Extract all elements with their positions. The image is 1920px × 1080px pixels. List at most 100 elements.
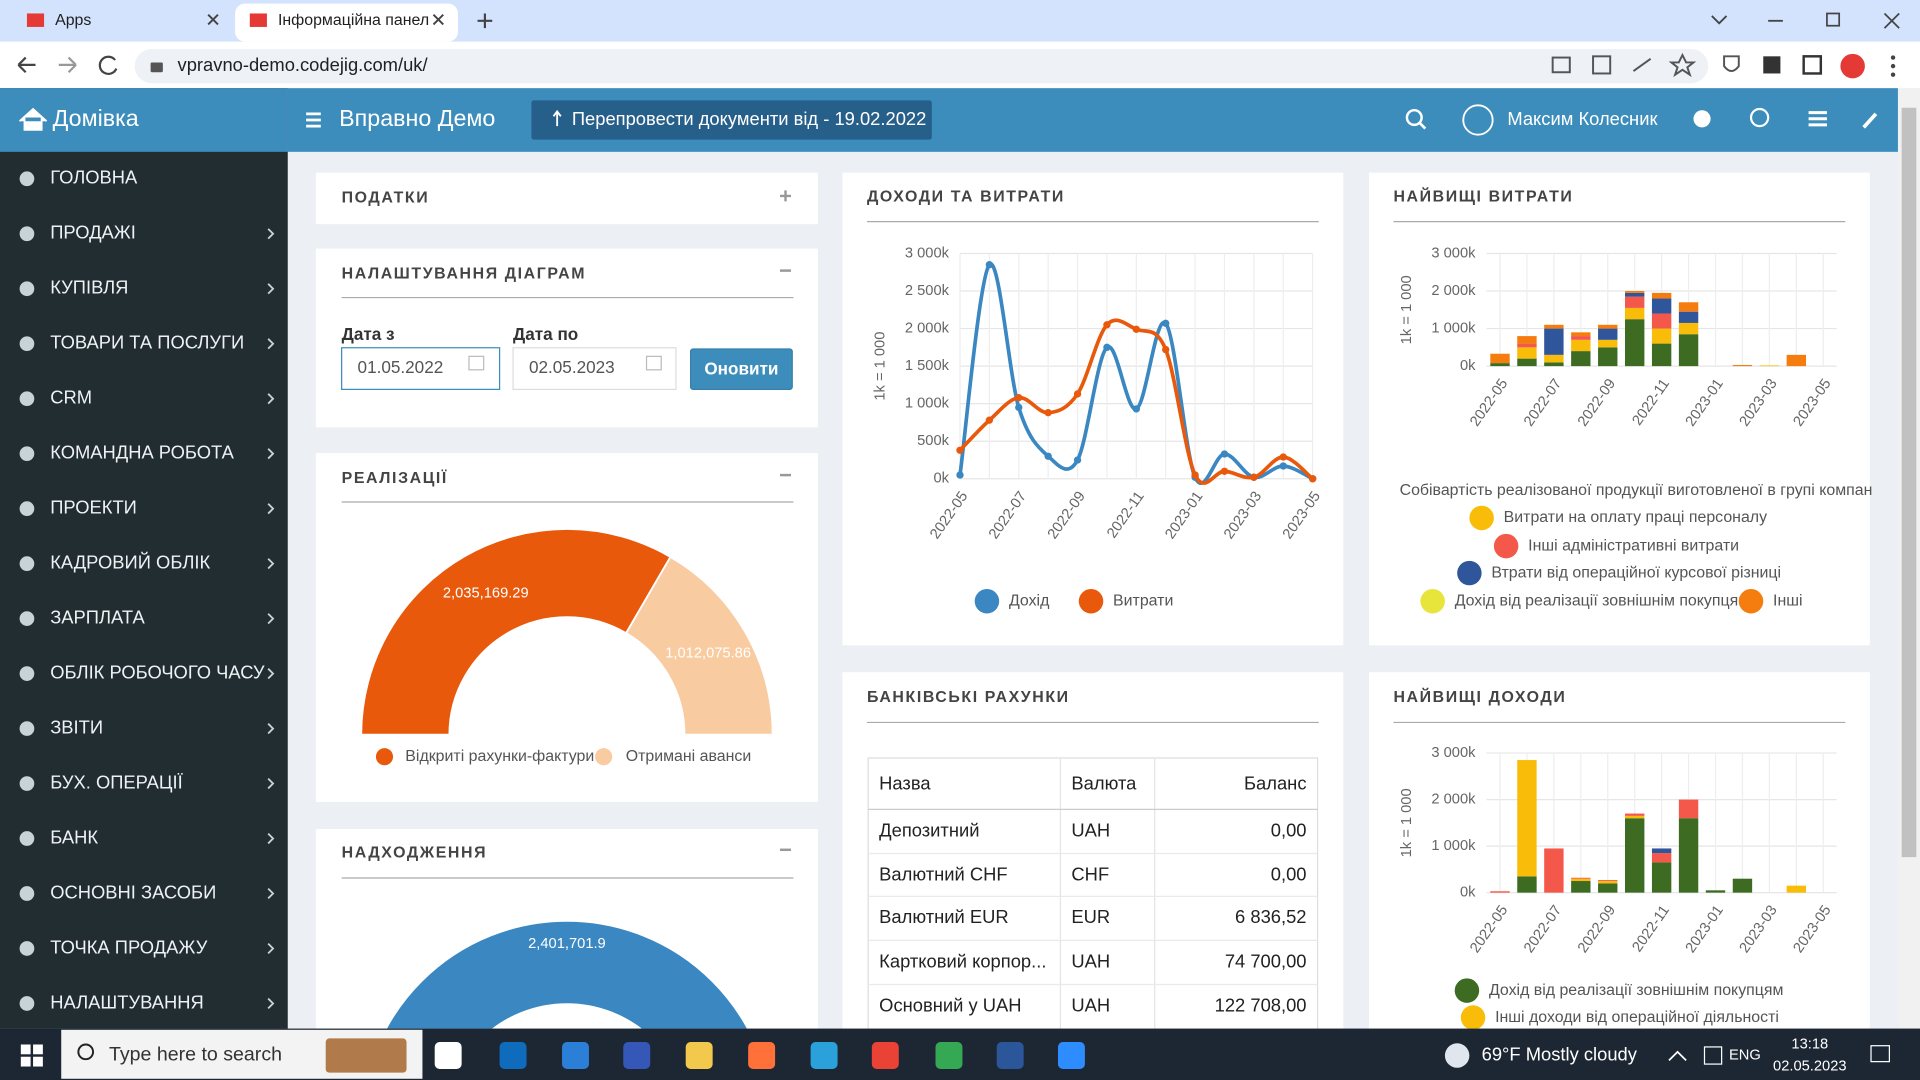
taskbar-app[interactable] [499,1042,527,1069]
close-window[interactable] [1883,12,1900,29]
legend-label[interactable]: Втрати від операційної курсової різниці [1491,564,1781,581]
bar-segment [1490,891,1510,893]
sidebar-toggle[interactable] [306,112,321,128]
legend-marker [1493,533,1519,559]
search-icon[interactable] [1405,108,1423,127]
table-cell: 0,00 [1271,819,1307,840]
new-tab[interactable] [477,13,493,29]
clock-date[interactable]: 02.05.2023 [1773,1058,1847,1074]
weather[interactable]: 69°F Mostly cloudy [1482,1043,1638,1064]
legend-label[interactable]: Дохід [1009,592,1050,609]
taskbar-app[interactable] [434,1042,462,1069]
panel [315,248,818,428]
menu-item[interactable] [0,207,288,261]
bar-segment [1517,760,1537,877]
sidepanel-icon[interactable] [1802,55,1823,75]
extensions-icon[interactable] [1763,56,1781,74]
tab-close[interactable] [432,14,444,26]
bookmark-icon[interactable] [1668,52,1697,78]
bar-segment [1624,291,1645,293]
menu-label: ЗАРПЛАТА [50,606,145,627]
back[interactable] [17,56,36,74]
receipts-chart: 2,401,701.9 [385,919,749,1029]
bar-segment [1544,324,1564,329]
start-button[interactable] [20,1044,43,1067]
bar-segment [1705,890,1726,893]
taskbar-app[interactable] [996,1042,1024,1069]
taskbar-app[interactable] [1057,1042,1085,1069]
calendar-icon[interactable] [645,355,662,371]
taskbar-app[interactable] [871,1042,899,1069]
tray-chevron[interactable] [1668,1050,1687,1062]
settings-icon[interactable] [1862,112,1878,129]
bar-segment [1571,881,1591,893]
taskbar-app[interactable] [810,1042,838,1069]
legend-label[interactable]: Інші [1773,592,1803,609]
update-button[interactable] [690,348,793,390]
tab-search[interactable] [1711,15,1728,25]
user-avatar[interactable] [1462,104,1494,136]
menu-item[interactable] [0,262,288,316]
profile-icon[interactable] [1840,53,1865,79]
taskbar-app[interactable] [935,1042,963,1069]
list-icon[interactable] [1808,111,1827,127]
info-icon[interactable] [1693,110,1711,128]
tab-active[interactable] [235,3,458,42]
menu-label: КАДРОВИЙ ОБЛІК [50,551,210,572]
calendar-icon[interactable] [468,355,485,371]
legend-label[interactable]: Відкриті рахунки-фактури [405,748,594,765]
bar-segment [1651,853,1672,863]
language-icon[interactable] [1749,107,1770,128]
to-input[interactable] [512,347,677,390]
legend-label[interactable]: Витрати [1113,592,1173,609]
legend-label[interactable]: Інші адміністративні витрати [1528,537,1739,554]
taskbar-app[interactable] [748,1042,776,1069]
share-icon[interactable] [1632,57,1652,72]
panel-title: РЕАЛІЗАЦІЇ [342,469,448,487]
maximize[interactable] [1826,12,1841,27]
network-icon[interactable] [1703,1046,1723,1065]
user-name[interactable]: Максим Колесник [1507,108,1658,129]
taskbar-app[interactable] [562,1042,589,1069]
table-cell: Валютний EUR [879,906,1008,927]
pie-segment [624,555,774,736]
pie-segment [385,919,749,1029]
menu-item[interactable] [0,152,288,206]
legend-label[interactable]: Витрати на оплату праці персоналу [1504,509,1767,526]
y-tick-label: 500k [917,433,950,449]
menu-item[interactable] [0,812,288,866]
notifications[interactable] [1870,1045,1890,1063]
line-point [1073,456,1082,464]
bar-segment [1678,302,1699,312]
menu-item[interactable] [0,702,288,756]
legend-label[interactable]: Отримані аванси [626,748,752,765]
taskbar-app[interactable] [623,1042,651,1069]
reload[interactable] [98,55,118,75]
from-input[interactable] [341,347,501,390]
install-icon[interactable] [1551,56,1571,74]
brand[interactable]: Домівка [53,105,139,131]
translate-icon[interactable] [1592,55,1612,75]
panel [1368,672,1870,1029]
pie-label: 1,012,075.86 [665,645,751,661]
address-bar[interactable] [134,48,1709,84]
table-cell: 6 836,52 [1235,906,1306,927]
repost-button[interactable] [531,100,932,140]
language[interactable]: ENG [1729,1047,1761,1063]
scrollbar-thumb[interactable] [1901,107,1917,858]
tab[interactable] [9,3,231,38]
legend-label[interactable]: Дохід від реалізації зовнішнім покупцям [1455,592,1749,609]
menu-icon[interactable] [1890,55,1896,77]
expand-button[interactable] [780,190,792,202]
menu-item[interactable] [0,372,288,426]
legend-label[interactable]: Собівартість реалізованої продукції виго… [1400,482,1873,499]
line-point [1162,319,1170,327]
legend-label[interactable]: Інші доходи від операційної діяльності [1495,1009,1779,1026]
menu-item[interactable] [0,482,288,536]
shield-icon[interactable] [1723,55,1740,72]
taskbar-app[interactable] [685,1042,713,1069]
forward[interactable] [58,56,77,74]
tab-close[interactable] [207,14,219,26]
clock-time[interactable]: 13:18 [1791,1036,1828,1052]
legend-label[interactable]: Дохід від реалізації зовнішнім покупцям [1489,982,1783,999]
